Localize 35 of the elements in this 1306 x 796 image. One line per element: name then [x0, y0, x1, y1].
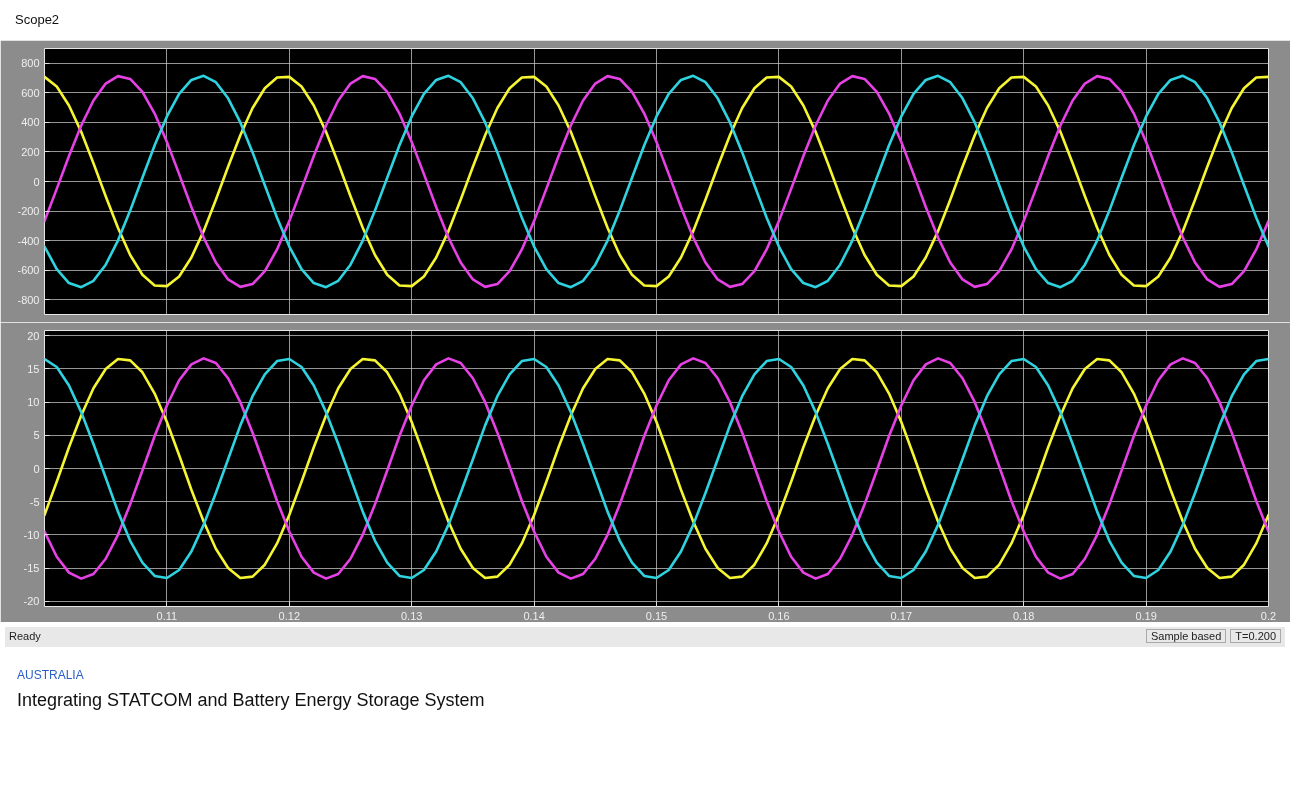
- x-tick-label: 0.13: [401, 609, 423, 622]
- x-tick-label: 0.17: [890, 609, 913, 622]
- chart-title: Scope2: [5, 5, 1275, 36]
- line-series: [44, 357, 1269, 580]
- y-tick-label: 15: [27, 362, 40, 375]
- y-tick-label: -600: [17, 264, 40, 277]
- y-tick-label: 5: [33, 429, 40, 442]
- y-tick-label: -200: [17, 205, 40, 218]
- x-tick-label: 0.11: [156, 609, 178, 622]
- y-tick-label: -5: [29, 495, 40, 508]
- x-tick-label: 0.2: [1260, 609, 1277, 622]
- y-tick-label: 600: [21, 86, 40, 99]
- x-tick-label: 0.15: [645, 609, 668, 622]
- y-tick-label: -10: [23, 528, 40, 541]
- x-tick-label: 0.14: [523, 609, 545, 622]
- text: Ready: [9, 629, 41, 644]
- y-tick-label: -400: [17, 234, 40, 247]
- text: T=0.200: [1230, 629, 1281, 643]
- y-tick-label: -20: [23, 595, 40, 608]
- y-tick-label: -800: [17, 293, 40, 306]
- y-tick-label: 800: [21, 57, 40, 70]
- text: Sample based: [1146, 629, 1227, 643]
- y-tick-label: -15: [23, 562, 40, 575]
- y-tick-label: 200: [21, 145, 40, 158]
- y-tick-label: 10: [27, 396, 40, 409]
- x-tick-label: 0.19: [1135, 609, 1157, 622]
- text: AUSTRALIA: [17, 667, 85, 684]
- x-tick-label: 0.12: [278, 609, 301, 622]
- y-tick-label: 20: [27, 329, 40, 342]
- y-tick-label: 0: [33, 175, 40, 188]
- x-tick-label: 0.16: [768, 609, 790, 622]
- text: Integrating STATCOM and Battery Energy Storage System: [17, 689, 485, 713]
- y-tick-label: 400: [21, 116, 40, 129]
- x-tick-label: 0.18: [1013, 609, 1035, 622]
- y-tick-label: 0: [33, 462, 40, 475]
